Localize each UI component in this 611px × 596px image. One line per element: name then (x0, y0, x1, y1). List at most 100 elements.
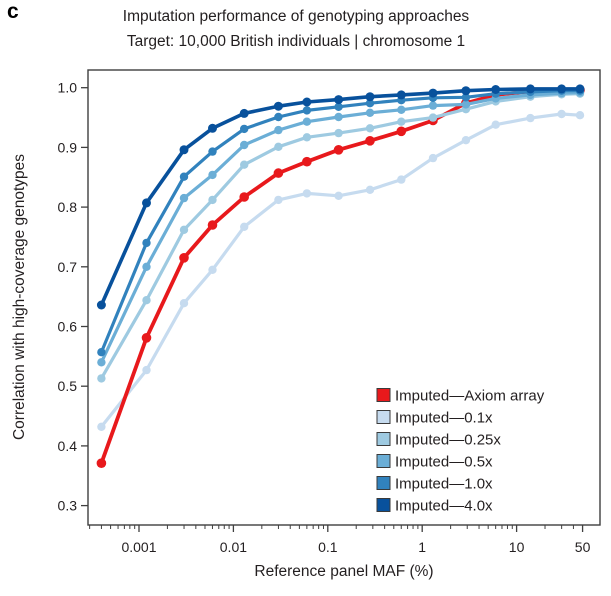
data-point (428, 113, 438, 122)
x-tick-label: 1 (418, 539, 426, 555)
data-point (302, 156, 312, 167)
x-tick-label: 10 (509, 539, 525, 555)
data-point (142, 365, 151, 375)
x-axis: 0.001 0.01 0.1 1 10 50 (89, 525, 591, 555)
data-point (428, 101, 438, 110)
y-tick-label: 0.9 (58, 139, 78, 155)
data-point (240, 160, 249, 169)
series-line (99, 90, 582, 364)
data-point (365, 92, 375, 102)
legend-swatch (376, 476, 391, 490)
data-point (365, 124, 375, 133)
data-point (207, 220, 218, 230)
series-imputed-axiom-array (96, 85, 585, 469)
x-tick-label: 50 (575, 539, 591, 555)
data-point (179, 145, 189, 155)
data-point (302, 189, 312, 198)
y-tick-label: 0.6 (58, 319, 78, 335)
legend: Imputed—Axiom array Imputed—0.1x Imputed—0… (376, 388, 545, 515)
data-point (274, 195, 283, 205)
data-point (302, 97, 312, 107)
data-point (239, 192, 249, 202)
data-point (525, 84, 535, 94)
y-tick-label: 0.5 (58, 378, 78, 394)
data-point (141, 333, 152, 343)
data-point (334, 102, 343, 112)
data-point (428, 88, 438, 98)
data-point (97, 348, 106, 357)
data-point (273, 101, 283, 111)
data-point (575, 111, 585, 120)
data-point (397, 117, 406, 126)
data-point (365, 185, 375, 194)
chart-subtitle: Target: 10,000 British individuals | chr… (126, 33, 466, 50)
data-point (557, 84, 567, 94)
data-point (179, 193, 189, 203)
data-point (240, 222, 249, 231)
data-point (142, 238, 151, 248)
data-point (461, 86, 471, 96)
data-point (365, 136, 375, 146)
data-point (240, 140, 249, 150)
series-imputed-0.1x (97, 109, 585, 431)
legend-swatch (376, 432, 391, 446)
series-line (99, 87, 582, 307)
y-axis: 1.0 0.9 0.8 0.7 0.6 0.5 0.4 0.3 (58, 80, 88, 514)
series-line (99, 92, 582, 380)
legend-swatch (376, 498, 391, 512)
legend-swatch (376, 454, 391, 468)
data-point (557, 109, 566, 119)
legend-swatch (376, 388, 391, 402)
data-point (179, 225, 189, 234)
data-point (365, 108, 375, 118)
x-tick-label: 0.1 (318, 539, 338, 555)
data-point (239, 108, 249, 118)
data-point (208, 123, 217, 133)
data-point (397, 105, 406, 115)
legend-item-label: Imputed—4.0x (395, 498, 493, 515)
x-tick-label: 0.01 (220, 539, 247, 555)
data-point (97, 422, 106, 431)
data-point (526, 113, 535, 123)
data-point (97, 374, 106, 383)
legend-item-label: Imputed—0.25x (395, 432, 501, 449)
chart-title: Imputation performance of genotyping app… (122, 8, 470, 25)
data-point (179, 299, 189, 308)
data-point (142, 296, 151, 305)
y-axis-label: Correlation with high-coverage genotypes (11, 153, 28, 441)
x-tick-label: 0.001 (121, 539, 156, 555)
data-point (240, 124, 249, 134)
data-point (461, 136, 471, 145)
x-axis-label: Reference panel MAF (%) (254, 563, 434, 580)
data-point (274, 142, 283, 151)
data-point (396, 126, 407, 137)
data-point (179, 252, 189, 263)
legend-item-label: Imputed—0.1x (395, 410, 493, 427)
series-line (99, 112, 582, 429)
data-point (334, 128, 343, 138)
data-point (333, 145, 344, 155)
data-point (397, 175, 406, 184)
data-point (461, 93, 471, 102)
data-point (96, 300, 106, 310)
data-point (274, 125, 283, 135)
legend-item-label: Imputed—Axiom array (395, 388, 545, 405)
data-point (334, 95, 344, 105)
data-point (365, 99, 375, 108)
data-point (96, 458, 107, 469)
data-point (208, 195, 217, 205)
data-point (273, 168, 284, 178)
data-point (208, 265, 217, 274)
series-imputed-0.25x (97, 89, 585, 383)
data-point (334, 112, 343, 122)
data-point (461, 100, 471, 109)
data-point (302, 117, 312, 126)
data-point (274, 112, 283, 122)
data-point (302, 106, 312, 115)
data-point (396, 90, 406, 100)
data-point (142, 198, 151, 208)
y-tick-label: 0.7 (58, 259, 78, 275)
data-point (575, 84, 585, 94)
data-point (491, 120, 500, 129)
